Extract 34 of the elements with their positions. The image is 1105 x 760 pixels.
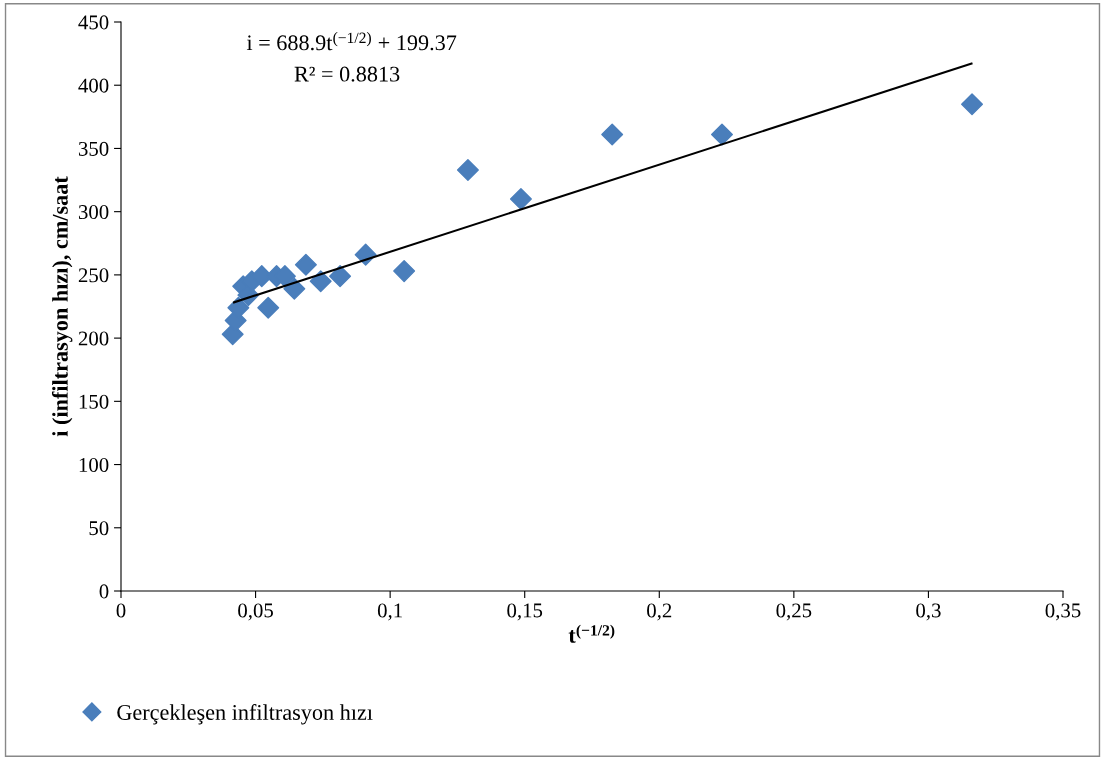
point [456, 158, 479, 181]
y-tick-label: 400 [78, 78, 109, 93]
point [601, 123, 624, 146]
legend-label: Gerçekleşen infiltrasyon hızı [117, 704, 373, 725]
x-tick-label: 0,25 [776, 603, 812, 621]
annotation: i = 688.9t$^{(−1/2)}$ + 199.37 [246, 32, 457, 51]
y-tick-label: 50 [89, 521, 109, 536]
point [329, 265, 352, 288]
x-tick-label: 0,2 [647, 603, 672, 621]
y-tick-label: 150 [79, 394, 109, 409]
point [294, 253, 317, 276]
x-axis-title: t$^{(−1/2)}$ [568, 624, 615, 643]
point [509, 188, 532, 211]
x-tick-label: 0,05 [238, 603, 273, 621]
point [961, 93, 984, 116]
y-tick-label: 0 [99, 584, 109, 599]
x-tick-label: 0 [116, 603, 126, 618]
point [393, 260, 416, 283]
point [309, 270, 332, 293]
point [257, 296, 280, 319]
x-tick-label: 0,3 [916, 603, 941, 621]
y-axis-title: i (infiltrasyon hızı), cm/saat [51, 176, 73, 437]
annotation: R² = 0.8813 [294, 66, 400, 82]
y-tick-label: 200 [78, 331, 109, 346]
y-tick-label: 450 [78, 15, 109, 30]
y-tick-label: 100 [79, 457, 109, 472]
x-tick-label: 0,1 [377, 603, 402, 621]
x-tick-label: 0,35 [1045, 603, 1081, 621]
x-tick-label: 0,15 [507, 603, 543, 621]
y-tick-label: 250 [78, 268, 109, 283]
y-tick-label: 350 [78, 141, 109, 156]
y-tick-label: 300 [78, 205, 109, 220]
point [227, 296, 250, 319]
point [711, 123, 733, 146]
